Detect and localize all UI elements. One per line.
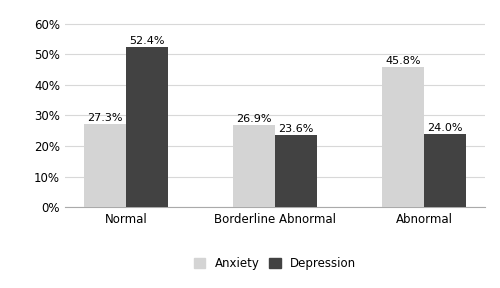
Bar [84, 124, 126, 207]
Text: 23.6%: 23.6% [278, 124, 314, 134]
Text: 24.0%: 24.0% [428, 123, 463, 133]
Bar [424, 134, 466, 207]
Bar [233, 125, 275, 207]
Bar [126, 47, 168, 207]
Text: 52.4%: 52.4% [129, 36, 164, 46]
Bar [275, 135, 317, 207]
Text: 45.8%: 45.8% [386, 56, 421, 66]
Legend: Anxiety, Depression: Anxiety, Depression [189, 252, 361, 275]
Bar [382, 67, 424, 207]
Text: 27.3%: 27.3% [87, 113, 122, 122]
Text: 26.9%: 26.9% [236, 114, 272, 124]
